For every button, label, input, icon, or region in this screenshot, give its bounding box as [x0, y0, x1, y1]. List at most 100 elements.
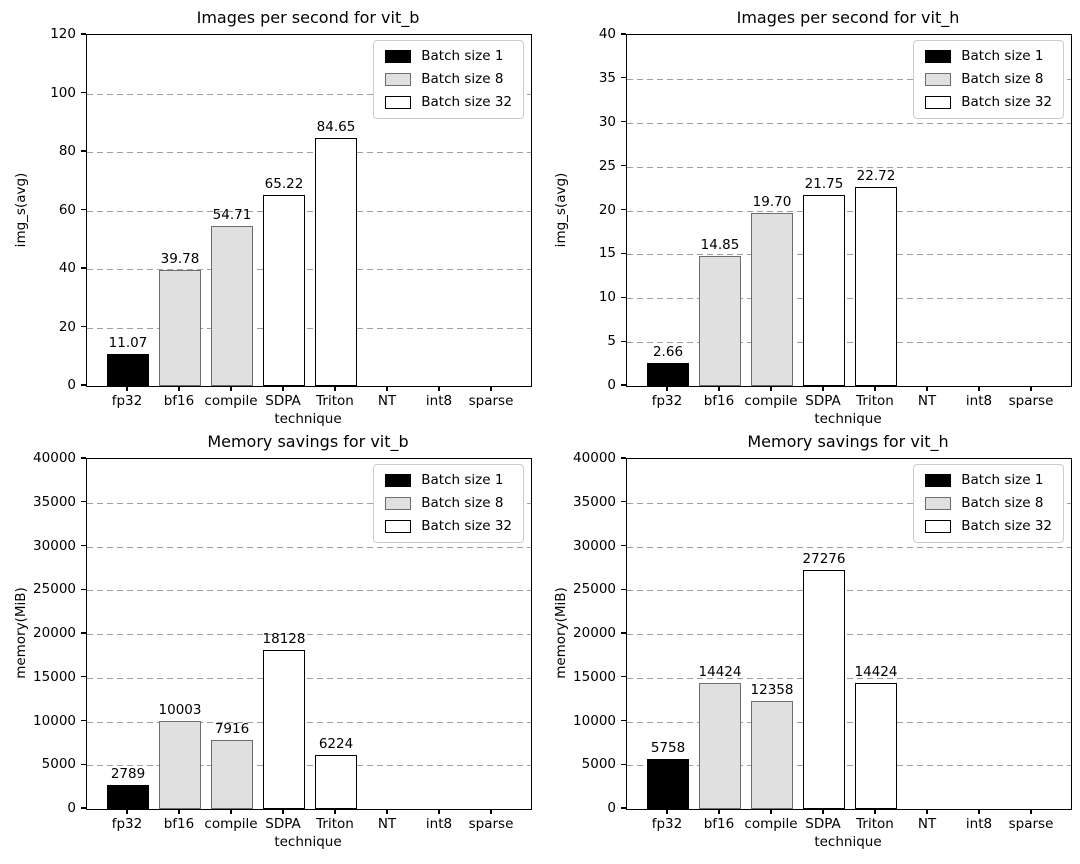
bar-value-label: 10003 [158, 702, 202, 719]
bar-value-label: 5758 [650, 739, 686, 756]
x-tick-label: sparse [1008, 393, 1054, 409]
y-tick-mark [621, 121, 626, 123]
y-tick-label: 20000 [33, 625, 76, 641]
x-tick-label: compile [744, 393, 798, 409]
legend-label: Batch size 8 [961, 495, 1044, 511]
x-tick-mark [282, 386, 284, 391]
legend-label: Batch size 8 [421, 71, 504, 87]
legend-label: Batch size 8 [961, 71, 1044, 87]
legend-swatch-batch-8 [925, 497, 952, 510]
legend-swatch-batch-8 [925, 73, 952, 86]
y-tick-mark [81, 763, 86, 765]
x-tick-mark [822, 386, 824, 391]
y-tick-label: 10000 [33, 712, 76, 729]
y-tick-label: 5000 [41, 756, 76, 773]
x-tick-label: compile [204, 393, 258, 409]
legend-entry: Batch size 8 [385, 72, 512, 87]
y-tick-mark [81, 632, 86, 634]
x-tick-label: NT [377, 816, 397, 832]
bar-Triton [855, 186, 897, 386]
grid-line [627, 634, 1071, 635]
x-axis-label: technique [814, 411, 882, 427]
grid-line [87, 269, 531, 270]
x-tick-label: compile [744, 816, 798, 832]
x-tick-mark [978, 386, 980, 391]
x-tick-label: fp32 [111, 816, 143, 832]
y-tick-label: 10 [598, 289, 616, 306]
y-tick-label: 5000 [581, 756, 616, 773]
legend-label: Batch size 32 [961, 518, 1052, 534]
bar-Triton [315, 138, 357, 386]
bar-bf16 [699, 255, 741, 386]
legend-label: Batch size 32 [421, 94, 512, 110]
legend-swatch-batch-32 [385, 520, 412, 533]
legend-entry: Batch size 32 [925, 519, 1052, 534]
y-tick-mark [81, 501, 86, 503]
legend-label: Batch size 8 [421, 495, 504, 511]
bar-fp32 [647, 758, 689, 809]
grid-line [627, 721, 1071, 723]
grid-line [627, 677, 1071, 679]
bar-value-label: 11.07 [108, 334, 148, 351]
y-tick-label: 40000 [33, 450, 76, 466]
y-tick-label: 40 [598, 26, 616, 42]
x-axis-label: technique [814, 834, 882, 850]
x-tick-label: int8 [425, 393, 453, 409]
grid-line [627, 210, 1071, 212]
bar-bf16 [159, 721, 201, 809]
bar-fp32 [107, 784, 149, 809]
y-tick-label: 10000 [573, 712, 616, 729]
y-tick-label: 30 [598, 113, 616, 130]
y-tick-mark [621, 252, 626, 254]
grid-line [87, 721, 531, 723]
grid-line [87, 546, 531, 548]
x-tick-label: bf16 [163, 393, 195, 409]
legend-swatch-batch-32 [925, 520, 952, 533]
x-tick-mark [282, 809, 284, 814]
bar-value-label: 6224 [318, 735, 354, 752]
bar-value-label: 27276 [802, 551, 846, 568]
bar-Triton [855, 682, 897, 809]
y-tick-mark [621, 544, 626, 547]
bar-fp32 [107, 353, 149, 386]
y-tick-label: 15 [598, 245, 616, 262]
x-tick-label: fp32 [651, 393, 683, 409]
grid-line [627, 254, 1071, 256]
x-tick-label: bf16 [163, 816, 195, 832]
y-tick-label: 25000 [33, 581, 76, 598]
bar-SDPA [263, 650, 305, 809]
x-tick-mark [874, 386, 876, 391]
x-tick-mark [926, 809, 928, 814]
legend-entry: Batch size 8 [925, 496, 1052, 511]
x-tick-mark [334, 809, 336, 814]
bar-SDPA [803, 570, 845, 809]
y-tick-mark [621, 501, 626, 503]
grid-line [87, 502, 531, 504]
legend-swatch-batch-1 [925, 474, 952, 487]
y-tick-label: 35000 [33, 493, 76, 510]
legend-label: Batch size 1 [421, 48, 504, 64]
bar-SDPA [263, 195, 305, 386]
y-tick-label: 0 [67, 377, 76, 393]
y-tick-mark [621, 165, 626, 167]
chart-memory-savings-vit_h: Memory savings for vit_h memory(MiB) techn… [540, 432, 1080, 864]
plot-area: 11.07 39.78 54.71 65.22 84.65 Batch size 1 Bat… [86, 34, 532, 387]
grid-line [627, 590, 1071, 592]
x-tick-label: Triton [316, 816, 354, 832]
x-tick-label: fp32 [111, 393, 143, 409]
x-tick-mark [386, 809, 388, 814]
bar-compile [211, 739, 253, 809]
legend-entry: Batch size 32 [385, 95, 512, 110]
grid-line [627, 298, 1071, 300]
y-tick-mark [81, 719, 86, 722]
bar-value-label: 39.78 [160, 250, 200, 267]
y-tick-label: 80 [58, 143, 76, 159]
y-tick-label: 0 [607, 800, 616, 816]
legend-swatch-batch-8 [385, 73, 412, 86]
legend: Batch size 1 Batch size 8 Batch size 32 [913, 40, 1064, 119]
grid-line [627, 765, 1071, 767]
bar-bf16 [699, 682, 741, 809]
grid-line [627, 502, 1071, 504]
bar-value-label: 2789 [110, 765, 146, 782]
chart-title: Memory savings for vit_b [207, 432, 409, 451]
